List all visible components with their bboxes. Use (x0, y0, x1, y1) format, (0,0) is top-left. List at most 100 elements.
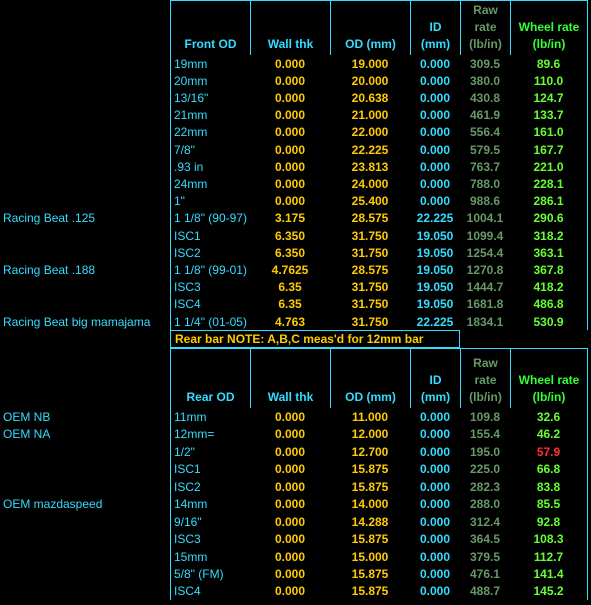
cell: 788.0 (469, 176, 501, 191)
column-header: Wheel rate (lb/in) (510, 0, 588, 55)
row-label (3, 244, 170, 261)
cell: 21.000 (351, 108, 389, 123)
cell: 7/8" (170, 141, 250, 159)
cell: ISC4 (170, 582, 250, 601)
cell: 0.000 (274, 497, 306, 512)
cell: 0.000 (419, 56, 451, 71)
column-header: OD (mm) (330, 348, 410, 409)
column-header: Front OD (170, 0, 250, 55)
cell: 0.000 (274, 427, 306, 442)
cell: 19.050 (416, 245, 454, 260)
cell: 988.6 (469, 194, 501, 209)
cell: 0.000 (274, 159, 306, 174)
cell: 0.000 (274, 409, 306, 424)
cell: 19.050 (416, 280, 454, 295)
row-label (3, 548, 170, 565)
cell: 1/2" (170, 443, 250, 461)
cell: 221.0 (510, 158, 588, 176)
cell: 0.000 (274, 566, 306, 581)
cell: 24.000 (351, 176, 389, 191)
header-text: rate (474, 373, 497, 388)
cell: 556.4 (469, 125, 501, 140)
column-header: Wall thk (250, 0, 330, 55)
cell: 108.3 (510, 530, 588, 548)
cell: 0.000 (419, 427, 451, 442)
header-text: ID (429, 373, 442, 388)
cell: 288.0 (469, 497, 501, 512)
header-text: (lb/in) (532, 37, 566, 51)
cell: 0.000 (274, 549, 306, 564)
cell: 21mm (170, 106, 250, 124)
cell: 133.7 (510, 106, 588, 124)
cell: 0.000 (419, 409, 451, 424)
cell: 15mm (170, 547, 250, 566)
cell: 85.5 (510, 495, 588, 513)
row-label (3, 107, 170, 124)
header-text: Front OD (184, 37, 237, 51)
column-header: Wheel rate (lb/in) (510, 348, 588, 409)
cell: ISC1 (170, 460, 250, 478)
cell: 312.4 (469, 514, 501, 529)
cell: 23.813 (351, 159, 389, 174)
row-label (3, 279, 170, 296)
header-text: (mm) (420, 390, 451, 405)
row-label (3, 89, 170, 106)
cell: 46.2 (510, 425, 588, 444)
cell: 225.0 (469, 462, 501, 477)
cell: 0.000 (274, 444, 306, 459)
cell: 3.175 (274, 211, 306, 226)
cell: 486.8 (510, 295, 588, 313)
cell: ISC1 (170, 227, 250, 245)
cell: 28.575 (351, 211, 389, 226)
header-text: (mm) (420, 37, 451, 51)
cell: 488.7 (469, 584, 501, 599)
row-label (3, 227, 170, 244)
cell: 20.638 (351, 90, 389, 105)
cell: 0.000 (419, 159, 451, 174)
cell: 0.000 (419, 90, 451, 105)
cell: 32.6 (510, 408, 588, 426)
cell: 1834.1 (466, 314, 504, 329)
cell: 22.225 (416, 211, 454, 226)
cell: 1254.4 (466, 245, 504, 260)
cell: 15.875 (351, 584, 389, 599)
row-label: OEM mazdaspeed (3, 497, 103, 512)
header-text: OD (mm) (345, 37, 396, 51)
header-text: Wheel rate (518, 20, 580, 34)
header-text: Wall thk (267, 390, 314, 405)
cell: 0.000 (274, 532, 306, 547)
cell: 379.5 (469, 549, 501, 564)
cell: 19mm (170, 55, 250, 73)
cell: 0.000 (274, 108, 306, 123)
cell: 0.000 (274, 194, 306, 209)
column-header: ID (mm) (410, 0, 460, 55)
cell: 15.875 (351, 532, 389, 547)
cell: 4.763 (274, 314, 306, 329)
cell: 0.000 (419, 142, 451, 157)
row-label (3, 461, 170, 478)
cell: 4.7625 (271, 262, 309, 277)
cell: 12mm= (170, 425, 250, 444)
header-text: (lb/in) (469, 390, 502, 405)
cell: 363.1 (510, 244, 588, 262)
cell: 0.000 (274, 73, 306, 88)
row-label (3, 141, 170, 158)
cell: 66.8 (510, 460, 588, 478)
cell: 161.0 (510, 123, 588, 141)
cell: 12.700 (351, 444, 389, 459)
cell: 0.000 (274, 584, 306, 599)
cell: 19.000 (351, 56, 389, 71)
cell: 0.000 (274, 462, 306, 477)
cell: 15.875 (351, 462, 389, 477)
cell: 430.8 (469, 90, 501, 105)
cell: 0.000 (274, 479, 306, 494)
row-label (3, 55, 170, 72)
cell: 282.3 (469, 479, 501, 494)
cell: 290.6 (510, 209, 588, 227)
row-label (3, 513, 170, 530)
cell: 309.5 (469, 56, 501, 71)
row-label: Racing Beat big mamajama (3, 314, 151, 329)
row-label (3, 565, 170, 582)
header-text: rate (474, 20, 497, 34)
cell: 461.9 (469, 108, 501, 123)
